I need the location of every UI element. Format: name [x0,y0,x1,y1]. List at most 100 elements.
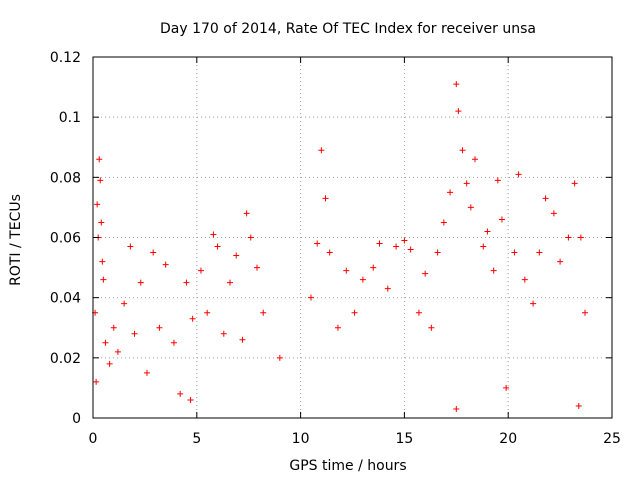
data-point [177,390,184,397]
data-point [401,237,408,244]
data-point [490,267,497,274]
data-point [471,156,478,163]
data-point [233,252,240,259]
plot-frame [92,56,613,419]
data-point [127,243,134,250]
data-point [110,324,117,331]
data-point [453,81,460,88]
data-point [189,315,196,322]
data-point [428,324,435,331]
data-point [131,330,138,337]
data-point [214,243,221,250]
data-point [98,219,105,226]
data-point [434,249,441,256]
x-tick-label: 10 [292,431,310,447]
data-point [114,348,121,355]
data-point [503,384,510,391]
data-point [359,276,366,283]
data-point [447,189,454,196]
data-point [515,171,522,178]
data-point [550,210,557,217]
axis-ticks: 0 5 10 15 20 25 0 0.02 0.04 0.06 0.08 0.1 0.12 [50,50,621,447]
data-point [453,405,460,412]
data-point [243,210,250,217]
data-point [247,234,254,241]
data-point [565,234,572,241]
data-point [94,201,101,208]
data-point [351,309,358,316]
data-point [542,195,549,202]
data-point [314,240,321,247]
data-points [92,81,589,412]
data-point [415,309,422,316]
data-point [370,264,377,271]
data-point [93,378,100,385]
data-point [97,177,104,184]
data-point [455,108,462,115]
x-tick-label: 25 [603,431,621,447]
data-point [99,258,106,265]
data-point [322,195,329,202]
data-point [343,267,350,274]
data-point [150,249,157,256]
y-axis-label: ROTI / TECUs [8,194,24,286]
data-point [480,243,487,250]
data-point [183,279,190,286]
x-tick-label: 20 [499,431,517,447]
data-point [100,276,107,283]
y-tick-label: 0.06 [50,231,81,247]
data-point [102,339,109,346]
data-point [393,243,400,250]
data-point [582,309,589,316]
chart-title: Day 170 of 2014, Rate Of TEC Index for r… [160,21,536,37]
x-axis-label: GPS time / hours [289,458,406,474]
data-point [210,231,217,238]
data-point [276,354,283,361]
data-point [407,246,414,253]
data-point [170,339,177,346]
data-point [384,285,391,292]
data-point [376,240,383,247]
data-point [511,249,518,256]
data-point [571,180,578,187]
data-point [260,309,267,316]
data-point [220,330,227,337]
data-point [440,219,447,226]
y-tick-label: 0.08 [50,170,81,186]
data-point [422,270,429,277]
data-point [318,147,325,154]
data-point [156,324,163,331]
data-point [187,396,194,403]
data-point [254,264,261,271]
data-point [227,279,234,286]
data-point [307,294,314,301]
data-point [459,147,466,154]
y-tick-label: 0.04 [50,291,81,307]
y-tick-label: 0.12 [50,50,81,66]
data-point [557,258,564,265]
grid [93,57,612,418]
data-point [137,279,144,286]
data-point [197,267,204,274]
data-point [162,261,169,268]
data-point [498,216,505,223]
data-point [463,180,470,187]
data-point [106,360,113,367]
data-point [204,309,211,316]
y-tick-label: 0 [72,411,81,427]
y-tick-label: 0.02 [50,351,81,367]
data-point [577,234,584,241]
data-point [530,300,537,307]
data-point [467,204,474,211]
data-point [326,249,333,256]
data-point [96,156,103,163]
data-point [484,228,491,235]
x-tick-label: 0 [89,431,98,447]
data-point [334,324,341,331]
x-tick-label: 5 [192,431,201,447]
data-point [143,369,150,376]
data-point [494,177,501,184]
data-point [121,300,128,307]
data-point [575,402,582,409]
